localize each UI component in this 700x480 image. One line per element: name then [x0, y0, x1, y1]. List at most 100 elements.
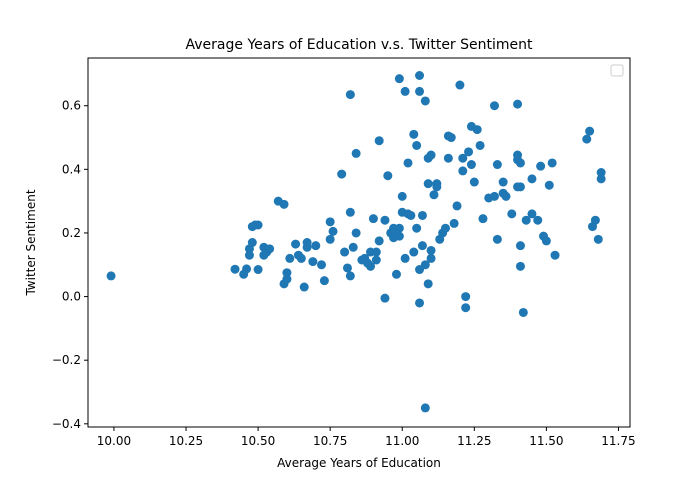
- data-point-84: [423, 279, 433, 289]
- x-tick-label: 10.50: [241, 434, 275, 448]
- data-point-62: [394, 223, 404, 233]
- data-point-109: [469, 177, 479, 187]
- data-point-3: [242, 264, 252, 274]
- data-point-81: [420, 96, 430, 106]
- data-point-77: [415, 298, 425, 308]
- data-point-68: [403, 158, 413, 168]
- x-axis-label: Average Years of Education: [277, 456, 441, 470]
- data-point-147: [596, 174, 606, 184]
- data-point-133: [527, 209, 537, 219]
- data-points: [106, 71, 606, 413]
- data-point-75: [415, 71, 425, 80]
- data-point-80: [417, 241, 427, 251]
- data-point-26: [302, 238, 312, 247]
- data-point-137: [541, 236, 551, 246]
- data-point-6: [247, 238, 257, 247]
- data-point-119: [498, 177, 508, 187]
- x-tick-label: 11.25: [457, 434, 491, 448]
- data-point-39: [345, 271, 355, 281]
- data-point-120: [501, 191, 511, 201]
- data-point-23: [296, 253, 306, 263]
- data-point-16: [279, 199, 289, 209]
- data-point-42: [351, 148, 361, 158]
- data-point-19: [282, 268, 292, 278]
- data-point-95: [440, 223, 450, 233]
- data-point-40: [348, 242, 358, 252]
- data-point-108: [466, 160, 476, 170]
- data-point-71: [409, 247, 419, 257]
- data-point-116: [492, 160, 502, 170]
- data-point-18: [282, 274, 292, 284]
- data-point-105: [461, 303, 471, 313]
- data-point-20: [285, 253, 295, 263]
- data-point-141: [582, 134, 592, 144]
- data-point-34: [337, 169, 347, 179]
- y-axis: −0.4 −0.2 0.0 0.2 0.4 0.6: [52, 99, 88, 431]
- data-point-114: [490, 101, 499, 111]
- data-point-32: [325, 234, 335, 244]
- x-axis: 10.00 10.25 10.50 10.75 11.00 11.25 11.50 11.75: [97, 427, 636, 448]
- data-point-79: [417, 210, 427, 220]
- data-point-111: [475, 140, 485, 150]
- data-point-112: [478, 214, 488, 224]
- data-point-115: [490, 191, 499, 201]
- data-point-130: [518, 307, 528, 317]
- data-point-99: [449, 218, 459, 228]
- data-point-88: [426, 245, 436, 255]
- data-point-30: [319, 276, 329, 286]
- data-point-55: [383, 171, 393, 181]
- data-point-92: [432, 182, 442, 192]
- data-point-73: [412, 140, 422, 150]
- data-point-33: [328, 226, 338, 236]
- data-point-35: [340, 247, 350, 257]
- data-point-121: [507, 209, 517, 219]
- data-point-128: [515, 241, 525, 251]
- data-point-135: [536, 161, 546, 171]
- y-tick-label: 0.2: [62, 226, 81, 240]
- data-point-76: [415, 86, 425, 96]
- y-tick-label: −0.4: [52, 417, 81, 431]
- data-point-70: [406, 210, 416, 220]
- data-point-38: [345, 90, 355, 100]
- data-point-110: [472, 125, 482, 135]
- plot-frame: [87, 57, 631, 428]
- data-point-28: [311, 241, 321, 251]
- x-tick-label: 10.25: [169, 434, 203, 448]
- data-point-24: [299, 282, 309, 292]
- x-tick-label: 11.00: [385, 434, 419, 448]
- data-point-60: [391, 269, 401, 279]
- data-point-86: [423, 179, 433, 189]
- data-point-74: [412, 223, 422, 233]
- y-axis-label: Twitter Sentiment: [24, 189, 38, 296]
- data-point-142: [585, 126, 595, 136]
- data-point-9: [253, 220, 263, 230]
- data-point-31: [325, 217, 335, 227]
- data-point-145: [593, 234, 603, 244]
- data-point-53: [380, 215, 390, 225]
- data-point-1: [230, 264, 240, 274]
- data-point-36: [342, 263, 352, 273]
- data-point-97: [443, 153, 453, 163]
- data-point-106: [464, 147, 474, 157]
- data-point-139: [547, 158, 557, 168]
- data-point-67: [400, 86, 410, 96]
- data-point-103: [458, 166, 468, 176]
- data-point-0: [106, 271, 116, 281]
- y-tick-label: 0.4: [62, 162, 81, 176]
- data-point-63: [394, 231, 404, 241]
- data-point-66: [400, 253, 410, 263]
- x-tick-label: 11.50: [529, 434, 563, 448]
- data-point-5: [244, 250, 254, 260]
- data-point-27: [308, 257, 318, 267]
- y-tick-label: 0.6: [62, 99, 81, 113]
- data-point-61: [394, 74, 404, 84]
- data-point-87: [426, 150, 436, 160]
- chart-title: Average Years of Education v.s. Twitter …: [186, 37, 534, 53]
- data-point-89: [426, 253, 436, 263]
- data-point-14: [265, 244, 275, 254]
- data-point-82: [420, 260, 430, 270]
- data-point-98: [446, 133, 456, 143]
- legend-box: [610, 64, 624, 77]
